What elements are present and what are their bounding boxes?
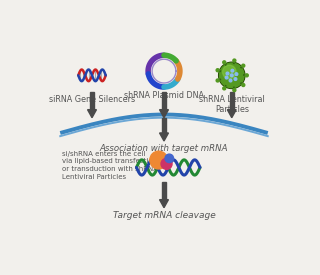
Bar <box>90 92 94 110</box>
Circle shape <box>231 69 234 72</box>
Circle shape <box>234 78 237 80</box>
Circle shape <box>242 64 245 67</box>
Circle shape <box>242 84 245 87</box>
Text: si/shRNA enters the cell
via lipid-based transfection
or transduction with shRNA: si/shRNA enters the cell via lipid-based… <box>62 150 158 180</box>
Text: siRNA Gene Silencers: siRNA Gene Silencers <box>49 95 135 104</box>
Circle shape <box>161 158 172 169</box>
Text: Target mRNA cleavage: Target mRNA cleavage <box>113 211 215 220</box>
Polygon shape <box>160 133 168 141</box>
Polygon shape <box>160 200 168 208</box>
Polygon shape <box>88 110 96 118</box>
Text: shRNA Plasmid DNA: shRNA Plasmid DNA <box>124 91 204 100</box>
Circle shape <box>165 154 173 163</box>
Text: shRNA Lentiviral
Particles: shRNA Lentiviral Particles <box>199 95 265 114</box>
Circle shape <box>225 76 228 79</box>
Circle shape <box>150 151 168 169</box>
Circle shape <box>223 87 226 90</box>
Circle shape <box>223 61 226 64</box>
Bar <box>162 182 166 200</box>
Circle shape <box>216 69 219 72</box>
Circle shape <box>226 72 229 75</box>
Circle shape <box>229 79 232 82</box>
Bar <box>230 92 234 110</box>
Circle shape <box>233 89 236 92</box>
Text: Association with target mRNA: Association with target mRNA <box>100 144 228 153</box>
Bar <box>162 118 166 133</box>
Polygon shape <box>227 110 236 118</box>
Circle shape <box>220 63 244 88</box>
Circle shape <box>230 74 233 77</box>
Circle shape <box>235 73 238 75</box>
Circle shape <box>233 59 236 62</box>
Circle shape <box>222 65 236 79</box>
Polygon shape <box>160 110 168 118</box>
Bar <box>162 92 166 110</box>
Circle shape <box>245 74 248 77</box>
Circle shape <box>216 79 219 82</box>
Circle shape <box>219 62 245 89</box>
